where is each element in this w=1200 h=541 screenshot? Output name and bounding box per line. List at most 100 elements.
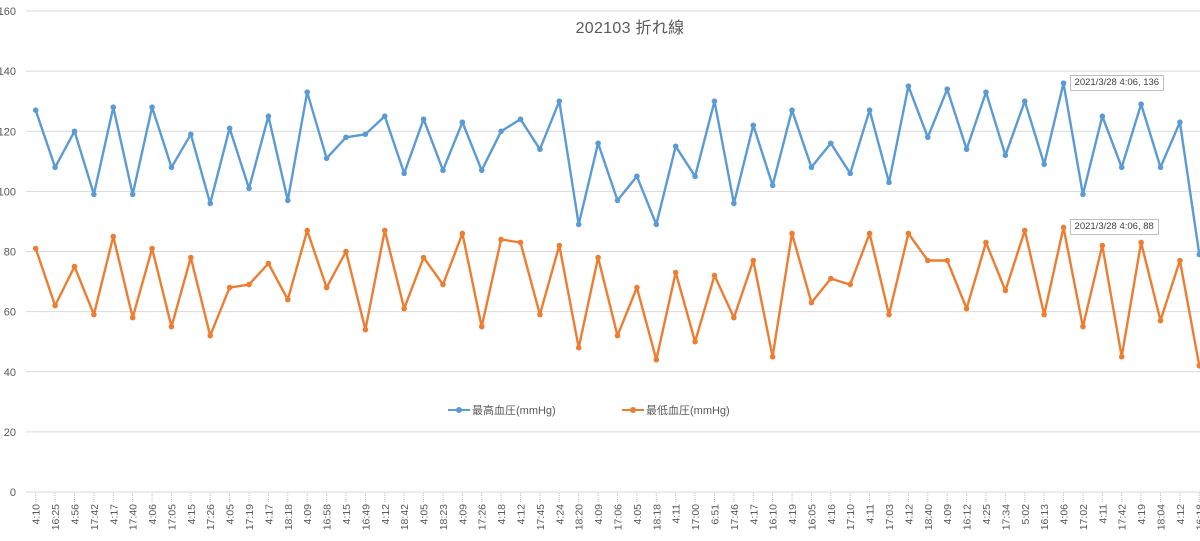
data-point-marker[interactable] bbox=[634, 173, 640, 180]
data-point-marker[interactable] bbox=[614, 197, 621, 204]
data-point-marker[interactable] bbox=[381, 227, 388, 234]
data-point-marker[interactable] bbox=[1060, 80, 1067, 86]
data-point-marker[interactable] bbox=[343, 248, 349, 255]
data-point-marker[interactable] bbox=[1099, 242, 1106, 249]
data-point-marker[interactable] bbox=[750, 257, 757, 264]
data-point-marker[interactable] bbox=[731, 200, 737, 207]
data-point-marker[interactable] bbox=[905, 230, 912, 237]
data-point-marker[interactable] bbox=[537, 146, 543, 153]
legend-item-systolic[interactable]: 最高血圧(mmHg) bbox=[448, 402, 556, 418]
data-point-marker[interactable] bbox=[32, 245, 39, 252]
data-point-marker[interactable] bbox=[537, 311, 543, 318]
data-point-marker[interactable] bbox=[847, 281, 854, 288]
data-point-marker[interactable] bbox=[71, 263, 78, 270]
data-point-marker[interactable] bbox=[905, 83, 912, 89]
data-point-marker[interactable] bbox=[789, 230, 795, 237]
data-point-marker[interactable] bbox=[672, 143, 679, 150]
data-point-marker[interactable] bbox=[1041, 161, 1047, 168]
data-point-marker[interactable] bbox=[595, 254, 601, 261]
data-point-marker[interactable] bbox=[226, 125, 233, 132]
data-point-marker[interactable] bbox=[71, 128, 78, 135]
data-point-marker[interactable] bbox=[924, 134, 931, 141]
data-point-marker[interactable] bbox=[1002, 287, 1009, 294]
data-point-marker[interactable] bbox=[828, 140, 834, 147]
data-point-marker[interactable] bbox=[478, 167, 485, 174]
data-point-marker[interactable] bbox=[304, 227, 311, 234]
data-point-marker[interactable] bbox=[440, 167, 446, 174]
data-point-marker[interactable] bbox=[789, 107, 795, 114]
data-point-marker[interactable] bbox=[1021, 227, 1028, 234]
data-point-marker[interactable] bbox=[110, 104, 117, 110]
data-point-marker[interactable] bbox=[556, 98, 563, 104]
data-point-marker[interactable] bbox=[614, 332, 621, 339]
data-point-marker[interactable] bbox=[653, 356, 660, 363]
data-point-marker[interactable] bbox=[944, 257, 950, 264]
data-point-marker[interactable] bbox=[1080, 323, 1086, 330]
data-point-marker[interactable] bbox=[886, 311, 892, 318]
data-point-marker[interactable] bbox=[246, 185, 252, 192]
data-point-marker[interactable] bbox=[188, 131, 194, 138]
data-point-marker[interactable] bbox=[343, 134, 349, 141]
data-point-marker[interactable] bbox=[808, 299, 815, 306]
data-point-marker[interactable] bbox=[226, 284, 233, 291]
data-point-marker[interactable] bbox=[478, 323, 485, 330]
data-point-marker[interactable] bbox=[52, 302, 58, 309]
data-point-marker[interactable] bbox=[963, 305, 970, 312]
data-point-marker[interactable] bbox=[168, 323, 175, 330]
data-point-marker[interactable] bbox=[808, 164, 815, 171]
data-point-marker[interactable] bbox=[265, 113, 272, 120]
data-point-marker[interactable] bbox=[750, 122, 757, 129]
data-point-marker[interactable] bbox=[459, 119, 466, 126]
data-point-marker[interactable] bbox=[110, 233, 117, 240]
data-point-marker[interactable] bbox=[498, 128, 504, 135]
data-point-marker[interactable] bbox=[1138, 101, 1144, 107]
data-point-marker[interactable] bbox=[731, 314, 737, 321]
data-point-marker[interactable] bbox=[401, 170, 407, 177]
data-point-marker[interactable] bbox=[129, 191, 136, 198]
data-point-marker[interactable] bbox=[1002, 152, 1009, 159]
legend-item-diastolic[interactable]: 最低血圧(mmHg) bbox=[622, 402, 730, 418]
data-point-marker[interactable] bbox=[1099, 113, 1106, 120]
data-point-marker[interactable] bbox=[381, 113, 388, 120]
data-point-marker[interactable] bbox=[420, 254, 427, 261]
data-point-marker[interactable] bbox=[129, 314, 136, 321]
data-point-marker[interactable] bbox=[1060, 224, 1067, 231]
series-line[interactable] bbox=[34, 226, 1200, 366]
data-point-marker[interactable] bbox=[692, 173, 698, 180]
data-point-marker[interactable] bbox=[52, 164, 58, 171]
data-point-marker[interactable] bbox=[1118, 353, 1125, 360]
data-point-marker[interactable] bbox=[420, 116, 427, 123]
data-point-marker[interactable] bbox=[265, 260, 272, 267]
data-point-marker[interactable] bbox=[1177, 257, 1183, 264]
data-point-marker[interactable] bbox=[575, 221, 582, 228]
data-point-marker[interactable] bbox=[401, 305, 407, 312]
data-point-marker[interactable] bbox=[1157, 164, 1164, 171]
data-point-marker[interactable] bbox=[672, 269, 679, 276]
data-point-marker[interactable] bbox=[246, 281, 252, 288]
data-point-marker[interactable] bbox=[207, 200, 214, 207]
data-point-marker[interactable] bbox=[207, 332, 214, 339]
data-point-marker[interactable] bbox=[517, 239, 524, 246]
data-point-marker[interactable] bbox=[304, 89, 311, 95]
data-point-marker[interactable] bbox=[1177, 119, 1183, 126]
data-point-marker[interactable] bbox=[517, 116, 524, 123]
data-point-marker[interactable] bbox=[769, 182, 776, 189]
data-point-marker[interactable] bbox=[595, 140, 601, 147]
data-point-marker[interactable] bbox=[1196, 251, 1200, 258]
data-point-marker[interactable] bbox=[149, 245, 155, 252]
data-point-marker[interactable] bbox=[575, 344, 582, 351]
data-point-marker[interactable] bbox=[362, 131, 369, 138]
data-point-marker[interactable] bbox=[1021, 98, 1028, 104]
data-point-marker[interactable] bbox=[1041, 311, 1047, 318]
data-point-marker[interactable] bbox=[149, 104, 155, 110]
data-point-marker[interactable] bbox=[362, 326, 369, 333]
data-point-marker[interactable] bbox=[692, 338, 698, 345]
data-point-marker[interactable] bbox=[944, 86, 950, 92]
data-point-marker[interactable] bbox=[634, 284, 640, 291]
data-point-marker[interactable] bbox=[653, 221, 660, 228]
data-point-marker[interactable] bbox=[32, 107, 39, 114]
data-point-marker[interactable] bbox=[866, 107, 873, 114]
data-point-marker[interactable] bbox=[711, 272, 718, 279]
data-point-marker[interactable] bbox=[711, 98, 718, 104]
data-point-marker[interactable] bbox=[91, 311, 97, 318]
